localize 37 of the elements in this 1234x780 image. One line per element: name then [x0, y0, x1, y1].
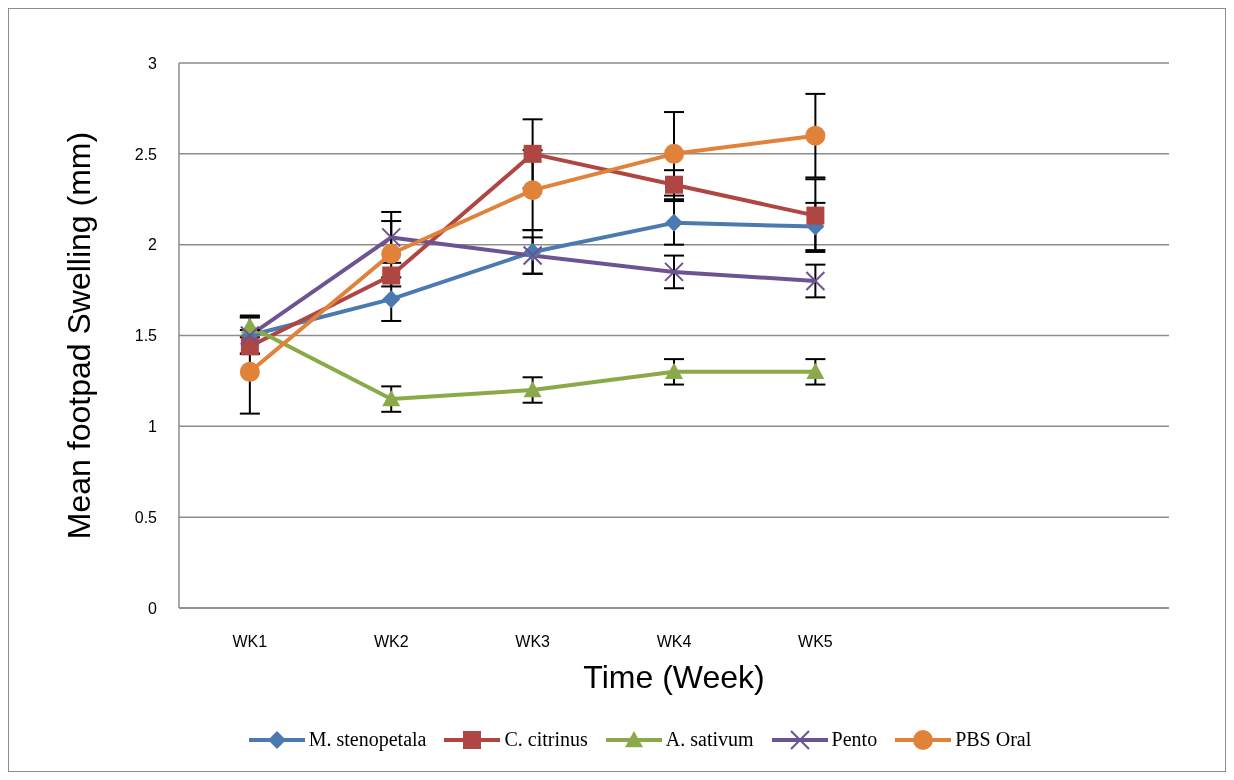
point	[664, 261, 684, 282]
point	[382, 290, 401, 309]
point	[805, 271, 826, 291]
legend-label: M. stenopetala	[308, 728, 427, 751]
point	[665, 362, 683, 380]
y-tick-label: 1.5	[134, 327, 158, 345]
legend-label: A. sativum	[665, 728, 754, 751]
point	[806, 362, 825, 380]
point	[664, 143, 684, 164]
point	[381, 227, 402, 248]
x-axis-title: Time (Week)	[583, 659, 765, 695]
point	[522, 180, 543, 201]
point	[239, 361, 260, 382]
x-tick-label: WK2	[373, 633, 409, 651]
y-tick-label: 1	[148, 418, 158, 436]
point	[806, 206, 825, 225]
x-tick-label: WK5	[798, 633, 833, 651]
point	[381, 243, 402, 264]
y-tick-label: 0.5	[134, 508, 158, 526]
point	[523, 144, 542, 163]
y-tick-label: 0	[148, 599, 158, 617]
x-tick-label: WK4	[656, 633, 692, 651]
y-tick-label: 3	[148, 54, 158, 72]
point	[382, 266, 401, 285]
legend-label: PBS Oral	[955, 728, 1032, 751]
point	[382, 390, 401, 407]
point	[523, 381, 542, 398]
x-tick-label: WK3	[515, 633, 551, 651]
legend-label: C. citrinus	[504, 728, 588, 751]
point	[522, 245, 543, 266]
legend-label: Pento	[831, 728, 878, 751]
point	[665, 213, 683, 232]
y-axis-title: Mean footpad Swelling (mm)	[61, 131, 98, 540]
x-tick-label: WK1	[232, 633, 268, 651]
point	[805, 125, 826, 146]
y-tick-label: 2	[148, 236, 158, 254]
y-tick-label: 2.5	[134, 145, 158, 163]
